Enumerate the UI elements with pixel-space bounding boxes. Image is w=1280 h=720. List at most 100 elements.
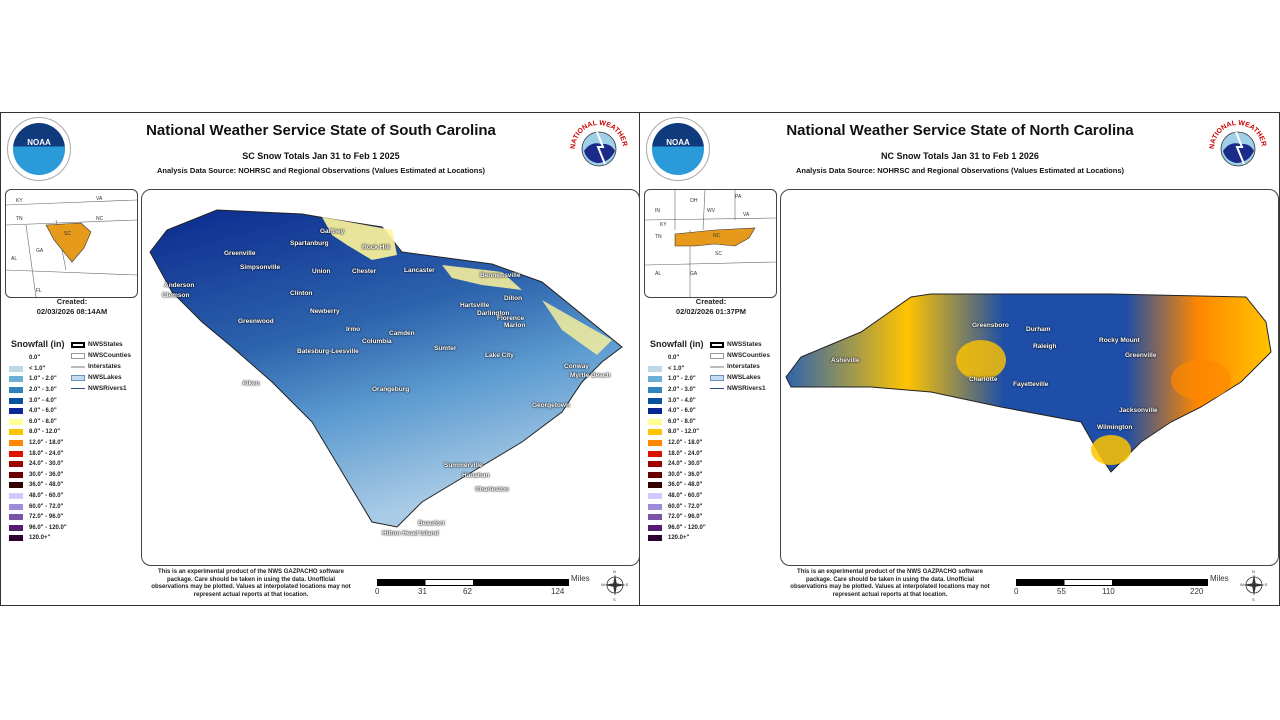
legend-item: 30.0" - 36.0" [9, 470, 67, 481]
legend-swatch [9, 482, 23, 489]
legend-label: 12.0" - 18.0" [668, 440, 703, 447]
legend-item: 1.0" - 2.0" [648, 374, 706, 385]
city-label: Jacksonville [1119, 407, 1158, 414]
snowfall-legend: 0.0" < 1.0" 1.0" - 2.0" 2.0" - 3.0" 3.0" - 4… [9, 353, 67, 544]
legend-item: 6.0" - 8.0" [9, 417, 67, 428]
city-label: Aiken [242, 380, 260, 387]
legend-swatch [648, 397, 662, 404]
legend-swatch [9, 429, 23, 436]
inset-state-label: SC [715, 251, 722, 257]
layer-legend-item: NWSStates [71, 339, 131, 350]
layer-legend-item: NWSCounties [71, 350, 131, 361]
created-date: 02/02/2026 01:37PM [675, 307, 747, 316]
legend-label: 8.0" - 12.0" [29, 429, 61, 436]
legend-item: 24.0" - 30.0" [9, 459, 67, 470]
legend-label: 72.0" - 96.0" [668, 514, 703, 521]
legend-label: 24.0" - 30.0" [29, 461, 64, 468]
inset-state-label: AL [11, 256, 17, 262]
svg-text:S: S [1252, 597, 1255, 601]
legend-swatch [648, 387, 662, 394]
city-label: Greenwood [238, 318, 274, 325]
scale-tick: 62 [463, 587, 472, 596]
layer-legend-item: NWSLakes [71, 372, 131, 383]
legend-item: 8.0" - 12.0" [9, 427, 67, 438]
layer-legend-item: NWSLakes [710, 372, 770, 383]
legend-label: 96.0" - 120.0" [668, 524, 706, 531]
legend-label: 0.0" [29, 355, 41, 362]
legend-item: 8.0" - 12.0" [648, 427, 706, 438]
city-label: Beaufort [418, 520, 445, 527]
layer-legend-item: NWSStates [710, 339, 770, 350]
legend-item: 0.0" [9, 353, 67, 364]
legend-label: 4.0" - 6.0" [29, 408, 57, 415]
legend-swatch [9, 387, 23, 394]
legend-item: 18.0" - 24.0" [648, 448, 706, 459]
inset-state-label: TN [16, 216, 23, 222]
legend-swatch [648, 493, 662, 500]
city-label: Greensboro [972, 322, 1009, 329]
layer-label: NWSStates [88, 341, 123, 348]
legend-item: 1.0" - 2.0" [9, 374, 67, 385]
legend-label: 36.0" - 48.0" [29, 482, 64, 489]
city-label: Charleston [475, 486, 509, 493]
legend-swatch [648, 535, 662, 542]
legend-label: 48.0" - 60.0" [668, 493, 703, 500]
legend-label: < 1.0" [29, 365, 46, 372]
legend-swatch [9, 418, 23, 425]
noaa-logo: NOAA [7, 117, 71, 181]
inset-state-label: NC [96, 216, 104, 222]
created-timestamp: Created: 02/03/2026 08:14AM [1, 297, 143, 317]
scale-tick: 31 [418, 587, 427, 596]
legend-swatch [648, 376, 662, 383]
legend-label: 30.0" - 36.0" [29, 471, 64, 478]
legend-label: 120.0+" [29, 535, 51, 542]
legend-swatch [648, 524, 662, 531]
city-label: Spartanburg [290, 240, 329, 247]
legend-item: 2.0" - 3.0" [9, 385, 67, 396]
legend-label: 60.0" - 72.0" [29, 503, 64, 510]
city-label: Greenville [224, 250, 256, 257]
legend-swatch [9, 524, 23, 531]
legend-item: 36.0" - 48.0" [648, 480, 706, 491]
legend-label: 30.0" - 36.0" [668, 471, 703, 478]
snowfall-map[interactable]: Greenville Simpsonville Spartanburg Gaffney… [141, 189, 640, 566]
legend-swatch [9, 440, 23, 447]
legend-item: 48.0" - 60.0" [9, 491, 67, 502]
legend-label: 48.0" - 60.0" [29, 493, 64, 500]
legend-item: 4.0" - 6.0" [648, 406, 706, 417]
city-label: Batesburg-Leesville [297, 348, 359, 355]
scale-tick: 0 [1014, 587, 1019, 596]
legend-label: 18.0" - 24.0" [29, 450, 64, 457]
layer-label: NWSCounties [88, 352, 131, 359]
legend-label: 2.0" - 3.0" [668, 387, 696, 394]
map-subtitle: SC Snow Totals Jan 31 to Feb 1 2025 [242, 151, 400, 161]
legend-swatch [648, 503, 662, 510]
legend-swatch [9, 376, 23, 383]
data-source-note: Analysis Data Source: NOHRSC and Regiona… [795, 166, 1124, 175]
snowfall-legend: 0.0" < 1.0" 1.0" - 2.0" 2.0" - 3.0" 3.0" - 4… [648, 353, 706, 544]
scale-tick: 110 [1102, 587, 1115, 596]
legend-swatch [9, 408, 23, 415]
created-label: Created: [56, 297, 88, 306]
city-label: Union [312, 268, 331, 275]
city-label: Durham [1026, 326, 1051, 333]
snowfall-map[interactable]: Asheville Charlotte Greensboro Durham Raleig… [780, 189, 1279, 566]
legend-swatch [648, 482, 662, 489]
city-label: Sumter [434, 345, 457, 352]
layer-label: NWSLakes [727, 374, 761, 381]
city-label: Anderson [164, 282, 195, 289]
inset-state-label: OH [690, 198, 698, 204]
layer-symbol [710, 365, 724, 368]
legend-swatch [648, 365, 662, 372]
legend-item: 30.0" - 36.0" [648, 470, 706, 481]
legend-item: 6.0" - 8.0" [648, 417, 706, 428]
compass-rose-icon: N S W E [601, 569, 629, 601]
inset-state-label: KY [660, 222, 667, 228]
legend-label: 1.0" - 2.0" [668, 376, 696, 383]
layer-symbol [710, 341, 724, 348]
map-subtitle: NC Snow Totals Jan 31 to Feb 1 2026 [881, 151, 1039, 161]
city-label: Gaffney [320, 228, 345, 235]
layer-legend-item: NWSCounties [710, 350, 770, 361]
svg-text:E: E [1265, 582, 1268, 587]
inset-state-label: IN [655, 208, 660, 214]
